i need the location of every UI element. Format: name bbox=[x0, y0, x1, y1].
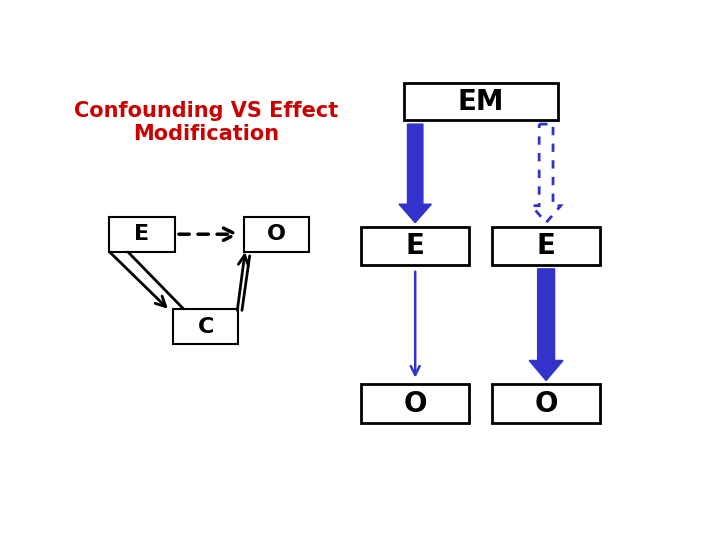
Bar bbox=[404, 83, 558, 120]
Polygon shape bbox=[399, 124, 431, 222]
Polygon shape bbox=[529, 269, 563, 381]
Polygon shape bbox=[531, 124, 561, 222]
Text: Confounding VS Effect
Modification: Confounding VS Effect Modification bbox=[73, 101, 338, 144]
Bar bbox=[492, 226, 600, 265]
Bar bbox=[361, 384, 469, 423]
Text: E: E bbox=[406, 232, 425, 260]
Text: O: O bbox=[267, 224, 286, 244]
Text: E: E bbox=[536, 232, 556, 260]
Bar bbox=[109, 217, 174, 252]
Bar bbox=[361, 226, 469, 265]
Text: O: O bbox=[403, 389, 427, 417]
Bar bbox=[492, 384, 600, 423]
Text: O: O bbox=[534, 389, 558, 417]
Bar bbox=[173, 309, 238, 344]
Bar bbox=[244, 217, 310, 252]
Text: C: C bbox=[197, 316, 214, 336]
Text: EM: EM bbox=[457, 88, 504, 116]
Text: E: E bbox=[135, 224, 150, 244]
